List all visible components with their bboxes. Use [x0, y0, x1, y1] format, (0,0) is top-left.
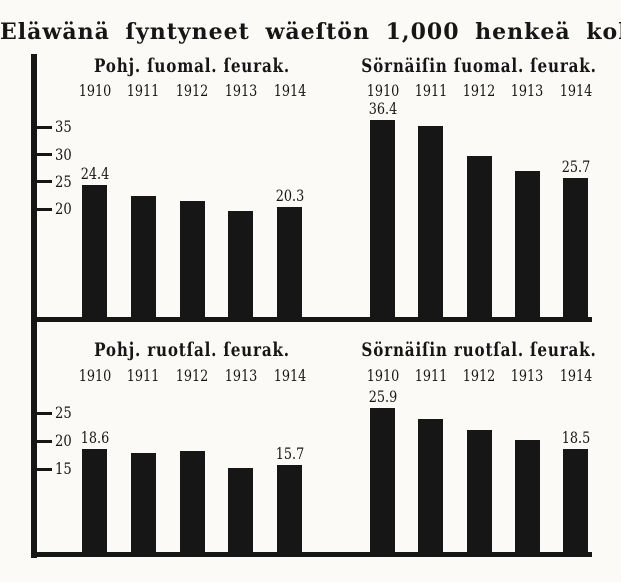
bar-bottom-left-1910 — [82, 448, 107, 553]
bar-top-right-1912 — [466, 156, 492, 318]
bar-bottom-left-1911 — [130, 453, 156, 553]
baseline-bottom-row — [31, 552, 592, 557]
tick-label-25: 25 — [55, 171, 72, 191]
bar-top-left-1912 — [179, 201, 205, 318]
bar-top-left-1910 — [82, 185, 107, 318]
value-label-bottom-left-1914: 15.7 — [275, 444, 304, 464]
bar-bottom-right-1912 — [466, 430, 492, 553]
year-label-bottom-left-1912: 1912 — [175, 366, 209, 385]
bar-bottom-right-1914 — [563, 449, 589, 553]
panel-title-bottom-left: Pohj. ruotſal. ſeurak. — [94, 339, 290, 361]
bar-top-right-1913 — [514, 170, 540, 318]
bar-top-left-1913 — [228, 210, 254, 318]
bar-bottom-right-1911 — [418, 418, 444, 553]
year-label-bottom-left-1913: 1913 — [224, 366, 258, 385]
value-label-top-left-1914: 20.3 — [275, 186, 304, 206]
bar-top-left-1911 — [130, 195, 156, 318]
year-label-top-left-1912: 1912 — [175, 81, 209, 100]
value-label-bottom-right-1910: 25.9 — [368, 386, 397, 406]
year-label-top-right-1912: 1912 — [462, 81, 496, 100]
value-label-bottom-left-1910: 18.6 — [80, 427, 109, 447]
panel-title-top-left: Pohj. ſuomal. ſeurak. — [94, 55, 291, 77]
year-label-top-left-1913: 1913 — [224, 81, 258, 100]
year-label-top-right-1914: 1914 — [559, 81, 592, 100]
year-label-bottom-right-1911: 1911 — [414, 366, 448, 385]
bar-bottom-left-1912 — [179, 450, 205, 553]
bar-bottom-left-1914 — [277, 465, 303, 553]
year-label-bottom-left-1910: 1910 — [78, 366, 111, 385]
tick-label-20: 20 — [55, 431, 72, 450]
year-label-bottom-right-1910: 1910 — [366, 366, 399, 385]
bar-top-left-1914 — [277, 207, 303, 318]
year-label-top-right-1913: 1913 — [511, 81, 544, 100]
tick-label-25: 25 — [55, 403, 72, 422]
panel-title-bottom-right: Sörnäiſin ruotſal. ſeurak. — [361, 339, 597, 361]
bar-bottom-right-1910 — [370, 407, 395, 553]
year-label-bottom-right-1913: 1913 — [511, 366, 544, 385]
tick-label-30: 30 — [55, 144, 72, 164]
tick-label-20: 20 — [55, 199, 72, 218]
value-label-bottom-right-1914: 18.5 — [561, 428, 590, 448]
year-label-bottom-right-1912: 1912 — [462, 366, 496, 385]
bar-top-right-1911 — [418, 126, 444, 318]
y-axis-line — [31, 54, 37, 558]
tick-dash-30 — [37, 153, 52, 156]
bar-top-right-1910 — [370, 119, 395, 318]
year-label-top-left-1914: 1914 — [273, 81, 306, 100]
bar-bottom-left-1913 — [228, 467, 254, 553]
tick-label-15: 15 — [55, 459, 72, 478]
value-label-top-right-1914: 25.7 — [561, 156, 590, 176]
tick-dash-25 — [37, 411, 52, 415]
page-title: Eläwänä ſyntyneet wäeſtön 1,000 henkeä k… — [0, 19, 621, 45]
tick-dash-20 — [37, 207, 52, 211]
year-label-top-left-1911: 1911 — [127, 81, 160, 100]
tick-dash-15 — [37, 467, 52, 471]
year-label-top-right-1910: 1910 — [366, 81, 399, 100]
tick-label-35: 35 — [55, 117, 72, 137]
value-label-top-left-1910: 24.4 — [80, 164, 109, 184]
year-label-bottom-right-1914: 1914 — [559, 366, 592, 385]
year-label-top-left-1910: 1910 — [78, 81, 111, 100]
bar-bottom-right-1913 — [514, 440, 540, 553]
tick-dash-35 — [37, 125, 52, 129]
value-label-top-right-1910: 36.4 — [368, 98, 397, 118]
bar-top-right-1914 — [563, 177, 589, 318]
baseline-top-row — [31, 317, 592, 322]
year-label-bottom-left-1914: 1914 — [273, 366, 306, 385]
year-label-top-right-1911: 1911 — [414, 81, 448, 100]
tick-dash-25 — [37, 180, 52, 184]
panel-title-top-right: Sörnäiſin ſuomal. ſeurak. — [361, 55, 597, 77]
tick-dash-20 — [37, 439, 52, 443]
year-label-bottom-left-1911: 1911 — [127, 366, 160, 385]
